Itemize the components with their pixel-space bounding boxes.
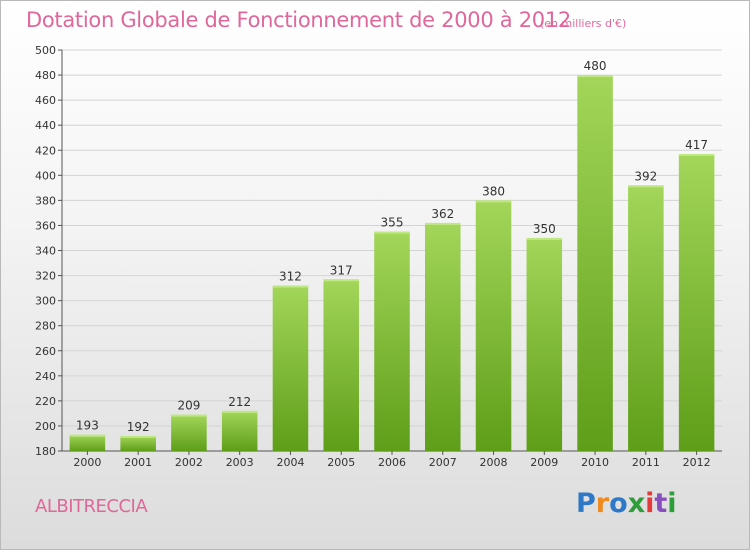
- bar: [374, 231, 410, 451]
- bar: [425, 222, 461, 451]
- x-tick-label: 2010: [581, 456, 609, 469]
- bar: [69, 434, 106, 451]
- bar-value-label: 317: [330, 263, 353, 277]
- y-tick-label: 500: [35, 44, 56, 57]
- labels: 180 200 220 240 260 280 300 320 340 360 380 400 420 4…: [35, 44, 711, 469]
- bar: [526, 237, 563, 451]
- bar-value-label: 392: [634, 169, 657, 183]
- x-tick-label: 2001: [124, 456, 152, 469]
- bar-highlight: [678, 154, 715, 157]
- logo-letter: t: [654, 488, 668, 519]
- y-tick-label: 240: [35, 370, 56, 383]
- x-tick-label: 2006: [378, 456, 406, 469]
- x-tick-label: 2011: [632, 456, 660, 469]
- bar: [628, 185, 664, 451]
- bar-value-label: 417: [685, 138, 708, 152]
- bar-highlight: [69, 434, 106, 437]
- y-tick-label: 420: [35, 144, 56, 157]
- proxiti-logo: Proxiti: [576, 488, 677, 519]
- x-tick-label: 2008: [480, 456, 508, 469]
- logo-letter: i: [645, 488, 655, 519]
- y-tick-label: 480: [35, 69, 56, 82]
- bar: [678, 154, 715, 451]
- x-tick-label: 2005: [327, 456, 355, 469]
- y-tick-label: 260: [35, 345, 56, 358]
- unit-note: (en milliers d'€): [540, 17, 627, 30]
- x-tick-label: 2002: [175, 456, 203, 469]
- x-tick-label: 2009: [530, 456, 558, 469]
- bar-highlight: [272, 285, 309, 288]
- logo-letter: P: [576, 488, 596, 519]
- y-tick-label: 460: [35, 94, 56, 107]
- bar-highlight: [221, 410, 258, 413]
- bar-value-label: 209: [177, 399, 200, 413]
- chart-title: Dotation Globale de Fonctionnement de 20…: [26, 8, 571, 32]
- bar-value-label: 480: [584, 59, 607, 73]
- bar: [171, 414, 207, 451]
- y-tick-label: 180: [35, 445, 56, 458]
- logo-letter: r: [595, 488, 610, 519]
- bar-value-label: 193: [76, 419, 99, 433]
- logo-letter: x: [627, 488, 646, 519]
- y-tick-label: 320: [35, 270, 56, 283]
- x-tick-label: 2000: [73, 456, 101, 469]
- bar-highlight: [628, 185, 664, 188]
- bar-highlight: [475, 200, 512, 203]
- bar-highlight: [323, 279, 359, 282]
- y-tick-label: 440: [35, 119, 56, 132]
- bar-highlight: [120, 435, 156, 438]
- x-tick-label: 2003: [226, 456, 254, 469]
- bar-value-label: 192: [127, 420, 150, 434]
- bar-value-label: 362: [431, 207, 454, 221]
- y-tick-label: 300: [35, 295, 56, 308]
- x-tick-label: 2012: [683, 456, 711, 469]
- bar-value-label: 312: [279, 270, 302, 284]
- y-tick-label: 340: [35, 245, 56, 258]
- x-tick-label: 2004: [276, 456, 304, 469]
- bar-highlight: [425, 222, 461, 225]
- bar-value-label: 355: [381, 216, 404, 230]
- bar: [577, 75, 613, 451]
- commune-name: ALBITRECCIA: [35, 496, 148, 517]
- bar-highlight: [577, 75, 613, 78]
- bar-highlight: [526, 237, 563, 240]
- bar-highlight: [374, 231, 410, 234]
- bar-value-label: 380: [482, 184, 505, 198]
- y-tick-label: 220: [35, 395, 56, 408]
- bar: [272, 285, 309, 451]
- bar-highlight: [171, 414, 207, 417]
- logo-letter: i: [667, 488, 677, 519]
- x-tick-label: 2007: [429, 456, 457, 469]
- bar: [323, 279, 359, 451]
- bars: [69, 75, 715, 451]
- y-tick-label: 380: [35, 194, 56, 207]
- bar: [120, 435, 156, 451]
- y-tick-label: 200: [35, 420, 56, 433]
- logo-letter: o: [609, 488, 628, 519]
- bar-value-label: 212: [228, 395, 251, 409]
- y-tick-label: 280: [35, 320, 56, 333]
- y-tick-label: 360: [35, 219, 56, 232]
- y-tick-label: 400: [35, 169, 56, 182]
- bar: [475, 200, 512, 451]
- bar-value-label: 350: [533, 222, 556, 236]
- bar: [221, 410, 258, 451]
